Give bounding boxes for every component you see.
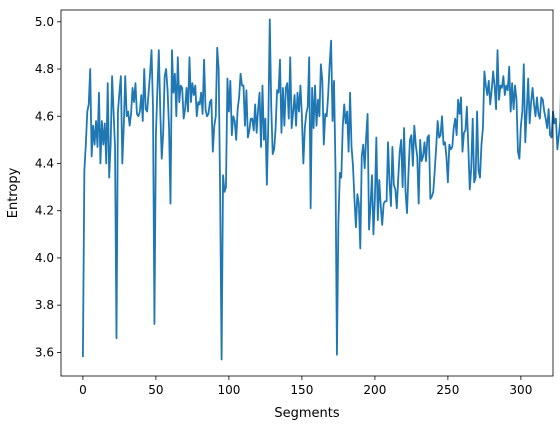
y-tick-label: 4.2 (35, 204, 54, 218)
y-tick-label: 5.0 (35, 15, 54, 29)
plot-frame (60, 9, 554, 377)
x-tick-label: 250 (436, 383, 459, 397)
x-axis-label: Segments (274, 406, 340, 421)
y-tick-label: 3.8 (35, 298, 54, 312)
series-line-0 (82, 18, 560, 361)
x-tick-label: 0 (79, 383, 87, 397)
y-axis-label: Entropy (6, 167, 21, 218)
plot-area (61, 10, 553, 376)
x-tick-label: 200 (363, 383, 386, 397)
x-axis-ticks: 0 50 100 150 200 250 300 (79, 376, 532, 397)
y-tick-label: 3.6 (35, 345, 54, 359)
y-tick-label: 4.6 (35, 109, 54, 123)
y-tick-label: 4.8 (35, 62, 54, 76)
y-tick-label: 4.4 (35, 156, 54, 170)
series-layer (82, 18, 560, 361)
x-tick-label: 300 (509, 383, 532, 397)
x-tick-label: 150 (290, 383, 313, 397)
y-axis-ticks: 3.6 3.8 4.0 4.2 4.4 4.6 4.8 5.0 (35, 15, 61, 359)
y-tick-label: 4.0 (35, 251, 54, 265)
x-tick-label: 50 (148, 383, 163, 397)
x-tick-label: 100 (217, 383, 240, 397)
